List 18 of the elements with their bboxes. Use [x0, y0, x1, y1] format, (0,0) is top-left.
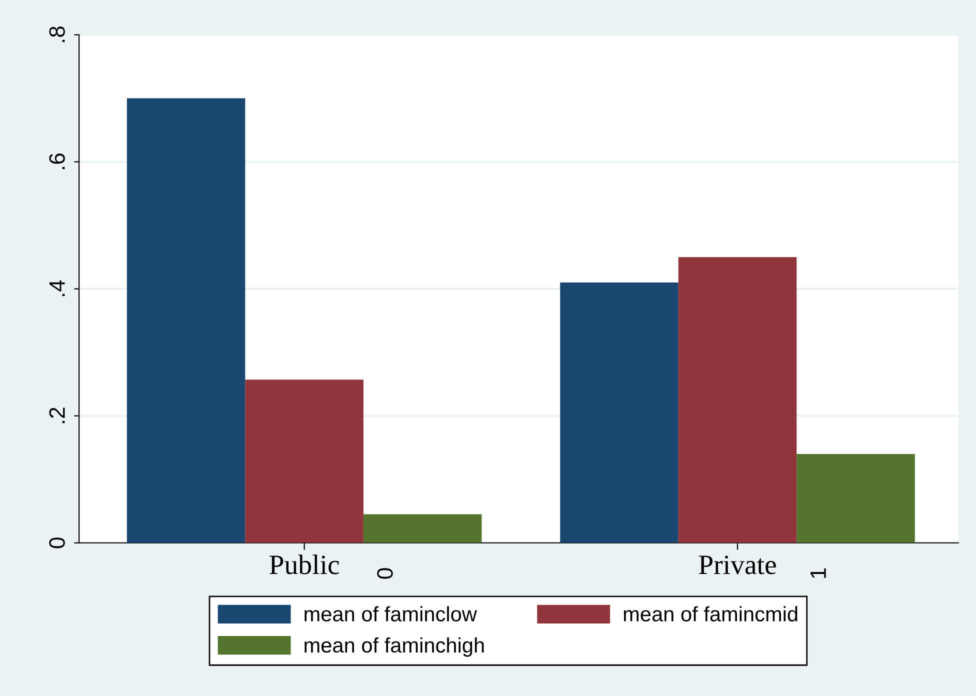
y-tick-label: 0	[49, 538, 65, 548]
bar	[678, 257, 797, 543]
y-tick-label: .2	[49, 408, 65, 424]
bar	[363, 514, 482, 543]
bar	[245, 380, 364, 543]
text: 0	[377, 568, 393, 579]
bar	[560, 282, 678, 543]
legend-label: mean of faminclow	[304, 606, 477, 622]
x-tick-label: Public	[270, 554, 339, 574]
legend-label: mean of famincmid	[624, 606, 798, 622]
y-tick-label: .8	[49, 26, 65, 42]
text: 1	[810, 568, 826, 578]
y-tick-label: .6	[49, 154, 65, 170]
bar	[126, 98, 246, 543]
bar	[796, 454, 915, 543]
x-tick-label: Private	[698, 556, 776, 574]
y-tick-label: .4	[49, 280, 65, 296]
legend-label: mean of faminchigh	[304, 637, 484, 657]
